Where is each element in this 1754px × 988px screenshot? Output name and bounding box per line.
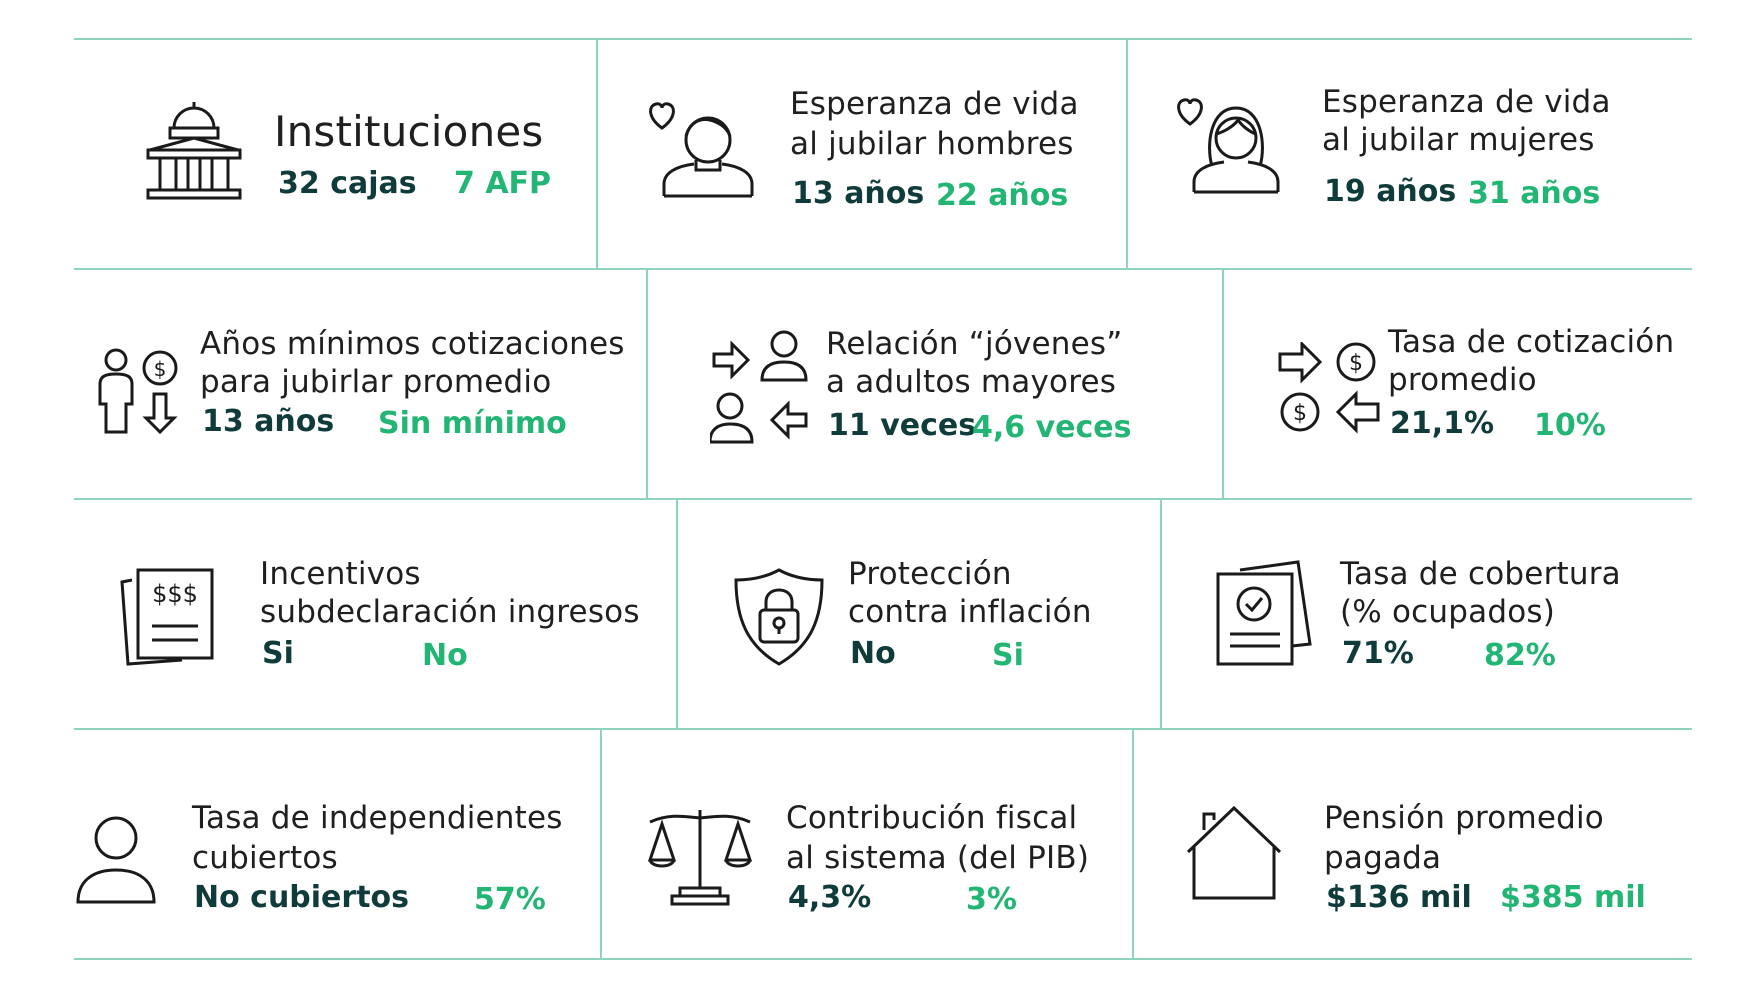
value-dark: 13 años bbox=[792, 176, 925, 211]
person-icon bbox=[76, 816, 156, 906]
value-dark: No bbox=[850, 636, 896, 671]
shield-lock-icon bbox=[734, 568, 824, 666]
value-green: No bbox=[422, 638, 468, 673]
income-documents-icon: $$$ bbox=[118, 568, 218, 666]
value-dark: No cubiertos bbox=[194, 880, 410, 915]
value-dark: 13 años bbox=[202, 404, 335, 439]
title-line-1: Pensión promedio bbox=[1324, 800, 1604, 836]
cell-esperanza-mujeres: Esperanza de vida al jubilar mujeres 19 … bbox=[1126, 40, 1694, 268]
value-dark: 19 años bbox=[1324, 174, 1457, 209]
cell-anos-minimos: $ Años mínimos cotizaciones para jubirla… bbox=[74, 270, 646, 498]
institution-building-icon bbox=[142, 102, 246, 202]
approved-document-icon bbox=[1214, 560, 1314, 668]
woman-heart-icon bbox=[1172, 96, 1284, 196]
cell-esperanza-hombres: Esperanza de vida al jubilar hombres 13 … bbox=[596, 40, 1128, 268]
value-green: Si bbox=[992, 638, 1024, 673]
title-line-2: pagada bbox=[1324, 840, 1442, 876]
cell-proteccion-inflacion: Protección contra inflación No Si bbox=[676, 500, 1162, 728]
svg-text:$: $ bbox=[1293, 401, 1307, 426]
row-3: $$$ Incentivos subdeclaración ingresos S… bbox=[74, 498, 1692, 728]
value-green: 82% bbox=[1484, 638, 1556, 673]
title-line-1: Protección bbox=[848, 556, 1012, 592]
value-green: 4,6 veces bbox=[972, 410, 1132, 445]
value-green: 10% bbox=[1534, 408, 1606, 443]
svg-text:$: $ bbox=[1349, 351, 1363, 376]
title-line-1: Tasa de independientes bbox=[192, 800, 563, 836]
title-line-2: al sistema (del PIB) bbox=[786, 840, 1090, 876]
value-green: 57% bbox=[474, 882, 546, 917]
value-green: 31 años bbox=[1468, 176, 1601, 211]
cell-instituciones: Instituciones 32 cajas 7 AFP bbox=[74, 40, 596, 268]
value-dark: 71% bbox=[1342, 636, 1414, 671]
cell-tasa-independientes: Tasa de independientes cubiertos No cubi… bbox=[74, 730, 600, 958]
value-green: 7 AFP bbox=[454, 166, 552, 201]
cell-relacion-jovenes: Relación “jóvenes” a adultos mayores 11 … bbox=[646, 270, 1224, 498]
title-line-2: al jubilar hombres bbox=[790, 126, 1074, 162]
scales-icon bbox=[648, 806, 752, 906]
man-heart-icon bbox=[644, 100, 756, 200]
title-line-1: Esperanza de vida bbox=[790, 86, 1079, 122]
value-green: Sin mínimo bbox=[378, 406, 567, 441]
comparison-grid: Instituciones 32 cajas 7 AFP Esperanza d… bbox=[74, 38, 1692, 960]
title-line-1: Tasa de cobertura bbox=[1340, 556, 1621, 592]
title-line-2: para jubirlar promedio bbox=[200, 364, 552, 400]
value-dark: $136 mil bbox=[1326, 880, 1472, 915]
value-dark: Si bbox=[262, 636, 294, 671]
person-money-down-icon: $ bbox=[94, 348, 184, 434]
title-line-2: al jubilar mujeres bbox=[1322, 122, 1595, 158]
title-line-1: Relación “jóvenes” bbox=[826, 326, 1123, 362]
value-green: 22 años bbox=[936, 178, 1069, 213]
value-dark: 4,3% bbox=[788, 880, 872, 915]
title-line-2: cubiertos bbox=[192, 840, 338, 876]
title-line-1: Tasa de cotización bbox=[1388, 324, 1675, 360]
row-2: $ Años mínimos cotizaciones para jubirla… bbox=[74, 268, 1692, 498]
value-dark: 21,1% bbox=[1390, 406, 1495, 441]
row-4: Tasa de independientes cubiertos No cubi… bbox=[74, 728, 1692, 960]
value-green: 3% bbox=[966, 882, 1017, 917]
title-line-1: Contribución fiscal bbox=[786, 800, 1078, 836]
cell-tasa-cotizacion: $ $ Tasa de cotización promedio 21,1% 10… bbox=[1222, 270, 1694, 498]
cell-contribucion-fiscal: Contribución fiscal al sistema (del PIB)… bbox=[600, 730, 1134, 958]
cell-incentivos: $$$ Incentivos subdeclaración ingresos S… bbox=[74, 500, 676, 728]
title-line-2: (% ocupados) bbox=[1340, 594, 1556, 630]
title-line-2: a adultos mayores bbox=[826, 364, 1117, 400]
svg-text:$$$: $$$ bbox=[152, 580, 198, 608]
value-green: $385 mil bbox=[1500, 880, 1646, 915]
people-exchange-icon bbox=[710, 328, 814, 448]
value-dark: 32 cajas bbox=[278, 166, 417, 201]
title-line-1: Incentivos bbox=[260, 556, 421, 592]
svg-text:$: $ bbox=[154, 357, 167, 381]
title-line-2: subdeclaración ingresos bbox=[260, 594, 640, 630]
cell-pension-promedio: Pensión promedio pagada $136 mil $385 mi… bbox=[1132, 730, 1694, 958]
title-line-2: promedio bbox=[1388, 362, 1537, 398]
title-line-2: contra inflación bbox=[848, 594, 1092, 630]
row-1: Instituciones 32 cajas 7 AFP Esperanza d… bbox=[74, 38, 1692, 268]
money-exchange-icon: $ $ bbox=[1278, 342, 1380, 434]
house-icon bbox=[1186, 804, 1282, 902]
value-dark: 11 veces bbox=[828, 408, 977, 443]
title-line-1: Instituciones bbox=[274, 107, 544, 156]
title-line-1: Esperanza de vida bbox=[1322, 84, 1611, 120]
cell-tasa-cobertura: Tasa de cobertura (% ocupados) 71% 82% bbox=[1160, 500, 1694, 728]
title-line-1: Años mínimos cotizaciones bbox=[200, 326, 625, 362]
